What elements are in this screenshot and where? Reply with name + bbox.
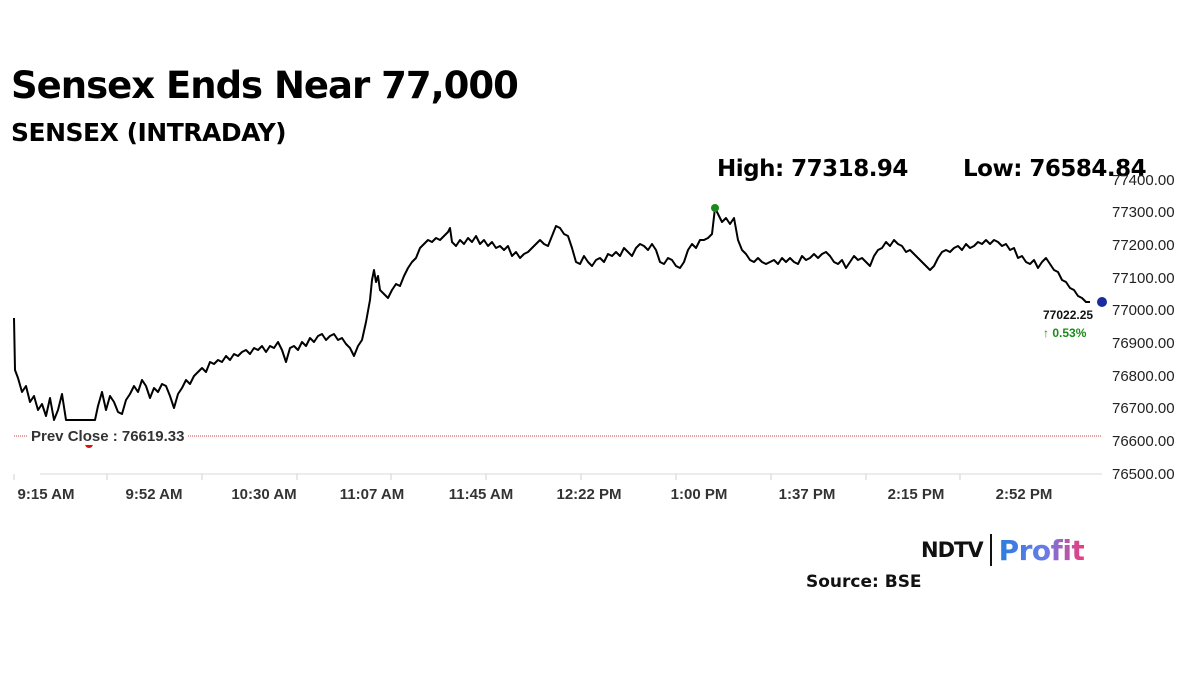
- x-tick: 12:22 PM: [556, 486, 622, 503]
- x-tick: 9:52 AM: [125, 486, 183, 503]
- x-tick: 1:00 PM: [670, 486, 728, 503]
- y-tick: 77200.00: [1112, 237, 1175, 254]
- x-tick: 11:45 AM: [448, 486, 514, 503]
- y-tick: 76900.00: [1112, 335, 1175, 352]
- y-tick: 77300.00: [1112, 204, 1175, 221]
- chart-headline: Sensex Ends Near 77,000: [11, 64, 519, 107]
- last-price-label: 77022.25: [1043, 308, 1094, 322]
- high-marker: [711, 204, 719, 212]
- x-tick: 11:07 AM: [339, 486, 405, 503]
- brand-ndtv: NDTV: [921, 538, 984, 562]
- logo-divider: [989, 534, 992, 566]
- source-credit: Source: BSE: [806, 572, 922, 592]
- y-tick: 77400.00: [1112, 172, 1175, 189]
- x-tick: 9:15 AM: [17, 486, 75, 503]
- last-price-marker: [1097, 297, 1107, 307]
- brand-profit: Profit: [998, 533, 1085, 567]
- y-tick: 77000.00: [1112, 302, 1175, 319]
- ndtv-profit-logo: NDTV Profit: [921, 533, 1085, 567]
- y-tick: 76500.00: [1112, 466, 1175, 483]
- x-tick: 10:30 AM: [231, 486, 297, 503]
- high-value-label: High: 77318.94: [717, 156, 908, 182]
- x-tick: 2:15 PM: [887, 486, 945, 503]
- prev-close-label: Prev Close : 76619.33: [28, 428, 188, 445]
- chart-subtitle: SENSEX (INTRADAY): [11, 118, 287, 147]
- y-tick: 76600.00: [1112, 433, 1175, 450]
- x-tick: 2:52 PM: [995, 486, 1053, 503]
- sensex-price-line: [13, 207, 1090, 421]
- y-tick: 76800.00: [1112, 368, 1175, 385]
- y-tick: 77100.00: [1112, 270, 1175, 287]
- x-axis-ticks: [13, 474, 961, 480]
- x-tick: 1:37 PM: [778, 486, 836, 503]
- y-tick: 76700.00: [1112, 400, 1175, 417]
- change-percent-label: ↑ 0.53%: [1043, 326, 1087, 340]
- low-value-label: Low: 76584.84: [963, 156, 1147, 182]
